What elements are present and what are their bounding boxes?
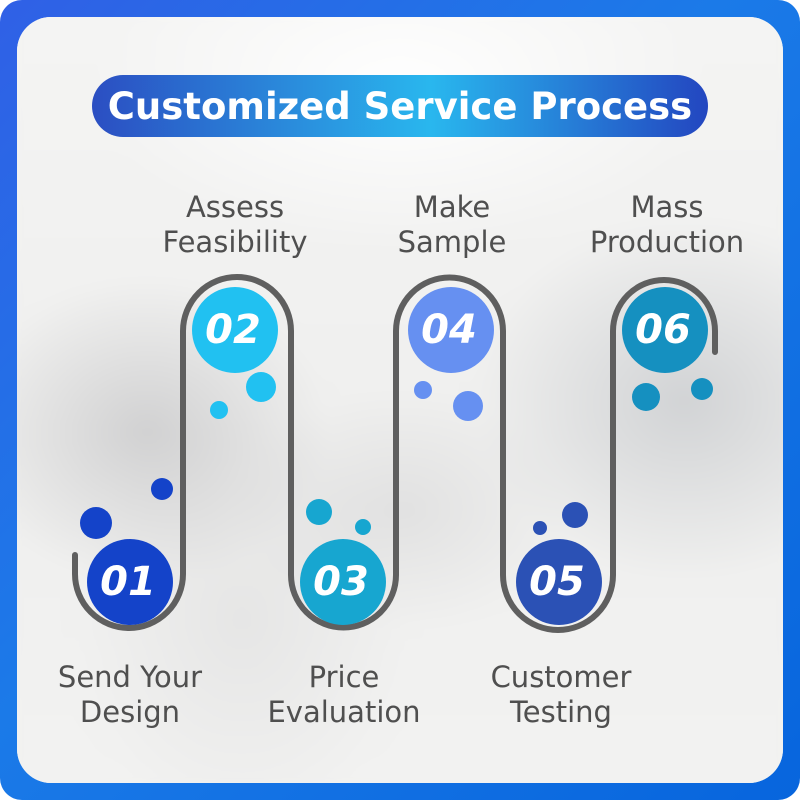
step-number-badge: 02 <box>192 287 278 373</box>
step-label: Make Sample <box>332 190 572 260</box>
step-number: 06 <box>635 307 691 353</box>
decorative-dot-large <box>306 499 332 525</box>
step-number: 03 <box>313 559 369 605</box>
step-label-line1: Assess <box>185 190 285 224</box>
step-number: 04 <box>421 307 477 353</box>
step-label: Assess Feasibility <box>115 190 355 260</box>
step-number-badge: 06 <box>622 287 708 373</box>
step-label-line1: Make <box>413 190 491 224</box>
decorative-dot-large <box>80 507 112 539</box>
step-label-line1: Price <box>308 660 380 694</box>
step-label-line2: Evaluation <box>267 695 421 729</box>
decorative-dot-small <box>691 378 713 400</box>
step-number-badge: 01 <box>87 539 173 625</box>
step-number: 05 <box>529 559 585 605</box>
step-label-line1: Mass <box>630 190 704 224</box>
decorative-dot-large <box>246 372 276 402</box>
decorative-dot-large <box>632 383 660 411</box>
decorative-dot-small <box>414 381 432 399</box>
decorative-dot-small <box>533 521 547 535</box>
decorative-dot-small <box>210 401 228 419</box>
step-label-line1: Customer <box>490 660 632 694</box>
step-label-line2: Sample <box>397 225 507 259</box>
step-number: 02 <box>205 307 261 353</box>
step-label-line2: Design <box>79 695 181 729</box>
decorative-dot-small <box>151 478 173 500</box>
step-label-line2: Feasibility <box>162 225 308 259</box>
card: Customized Service Process 01 Send Your … <box>17 17 783 783</box>
step-label: Price Evaluation <box>224 660 464 730</box>
decorative-dot-small <box>355 519 371 535</box>
step-number-badge: 03 <box>300 539 386 625</box>
step-label-line2: Testing <box>510 695 612 729</box>
title-banner: Customized Service Process <box>92 75 708 137</box>
decorative-dot-large <box>453 391 483 421</box>
step-label: Send Your Design <box>17 660 250 730</box>
step-number-badge: 05 <box>516 539 602 625</box>
step-number: 01 <box>100 559 156 605</box>
decorative-dot-large <box>562 502 588 528</box>
step-label: Customer Testing <box>441 660 681 730</box>
step-label-line1: Send Your <box>57 660 203 694</box>
step-label: Mass Production <box>547 190 783 260</box>
step-number-badge: 04 <box>408 287 494 373</box>
step-label-line2: Production <box>589 225 745 259</box>
page-title: Customized Service Process <box>107 84 693 128</box>
